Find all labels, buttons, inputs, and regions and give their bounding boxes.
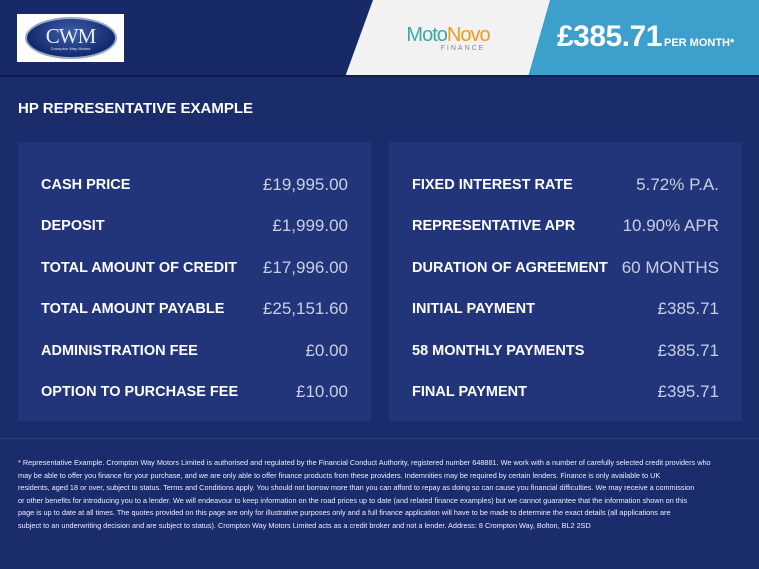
left-finance-panel: CASH PRICE £19,995.00 DEPOSIT £1,999.00 TO…: [18, 142, 371, 421]
finance-row: ADMINISTRATION FEE £0.00: [41, 330, 348, 372]
finance-row: FINAL PAYMENT £395.71: [412, 372, 719, 414]
row-label: TOTAL AMOUNT PAYABLE: [41, 301, 225, 318]
monthly-price: £385.71: [557, 20, 662, 53]
finance-row: 58 MONTHLY PAYMENTS £385.71: [412, 330, 719, 372]
right-finance-panel: FIXED INTEREST RATE 5.72% P.A. REPRESENTA…: [389, 142, 742, 421]
finance-logo-moto: Moto: [406, 24, 447, 46]
row-label: ADMINISTRATION FEE: [41, 342, 198, 359]
finance-row: CASH PRICE £19,995.00: [41, 164, 348, 206]
row-value: £19,995.00: [262, 174, 348, 194]
divider: [0, 438, 759, 439]
header: CWM Crompton Way Motors MotoNovo FINANCE…: [0, 0, 759, 77]
row-value: £17,996.00: [262, 257, 348, 277]
finance-row: TOTAL AMOUNT OF CREDIT £17,996.00: [41, 247, 348, 289]
disclaimer: * Representative Example. Crompton Way M…: [18, 457, 711, 533]
row-value: £385.71: [657, 340, 719, 360]
disclaimer-line: page is up to date at all times. The quo…: [18, 508, 671, 518]
row-label: FIXED INTEREST RATE: [412, 176, 573, 193]
finance-row: DEPOSIT £1,999.00: [41, 206, 348, 248]
row-label: CASH PRICE: [41, 176, 131, 193]
dealer-logo[interactable]: CWM Crompton Way Motors: [17, 14, 124, 62]
row-label: 58 MONTHLY PAYMENTS: [412, 342, 585, 359]
dealer-logo-subtext: Crompton Way Motors: [50, 45, 91, 51]
row-value: 10.90% APR: [622, 216, 719, 236]
row-value: £0.00: [305, 340, 348, 360]
row-value: £385.71: [657, 299, 719, 319]
row-label: INITIAL PAYMENT: [412, 301, 535, 318]
finance-row: TOTAL AMOUNT PAYABLE £25,151.60: [41, 289, 348, 331]
disclaimer-line: residents, aged 18 or over, subject to s…: [18, 483, 695, 493]
row-value: 60 MONTHS: [621, 257, 719, 277]
row-value: £25,151.60: [262, 299, 348, 319]
disclaimer-line: subject to an underwriting decision and …: [18, 520, 591, 530]
page-title: HP REPRESENTATIVE EXAMPLE: [18, 100, 254, 117]
finance-logo-novo: Novo: [446, 24, 491, 46]
finance-logo: MotoNovo FINANCE: [403, 25, 493, 52]
finance-row: INITIAL PAYMENT £385.71: [412, 289, 719, 331]
per-month-label: PER MONTH*: [664, 37, 735, 49]
finance-row: FIXED INTEREST RATE 5.72% P.A.: [412, 164, 719, 206]
finance-row: OPTION TO PURCHASE FEE £10.00: [41, 372, 348, 414]
row-value: £10.00: [296, 382, 348, 402]
disclaimer-line: or other benefits for introducing you to…: [18, 495, 688, 505]
dealer-logo-text: CWM: [45, 23, 96, 48]
row-label: DURATION OF AGREEMENT: [412, 259, 608, 276]
row-label: DEPOSIT: [41, 218, 105, 235]
price-band: [528, 0, 759, 75]
dealer-logo-emblem: CWM Crompton Way Motors: [24, 17, 117, 59]
row-value: 5.72% P.A.: [636, 174, 719, 194]
row-label: TOTAL AMOUNT OF CREDIT: [41, 259, 238, 276]
finance-row: REPRESENTATIVE APR 10.90% APR: [412, 206, 719, 248]
row-label: FINAL PAYMENT: [412, 384, 527, 401]
row-value: £395.71: [657, 382, 719, 402]
row-value: £1,999.00: [272, 216, 348, 236]
row-label: REPRESENTATIVE APR: [412, 218, 576, 235]
disclaimer-line: * Representative Example. Crompton Way M…: [18, 458, 711, 467]
disclaimer-line: may be able to offer you finance for you…: [18, 470, 661, 480]
finance-logo-sub: FINANCE: [440, 45, 486, 52]
row-label: OPTION TO PURCHASE FEE: [41, 384, 239, 401]
finance-row: DURATION OF AGREEMENT 60 MONTHS: [412, 247, 719, 289]
